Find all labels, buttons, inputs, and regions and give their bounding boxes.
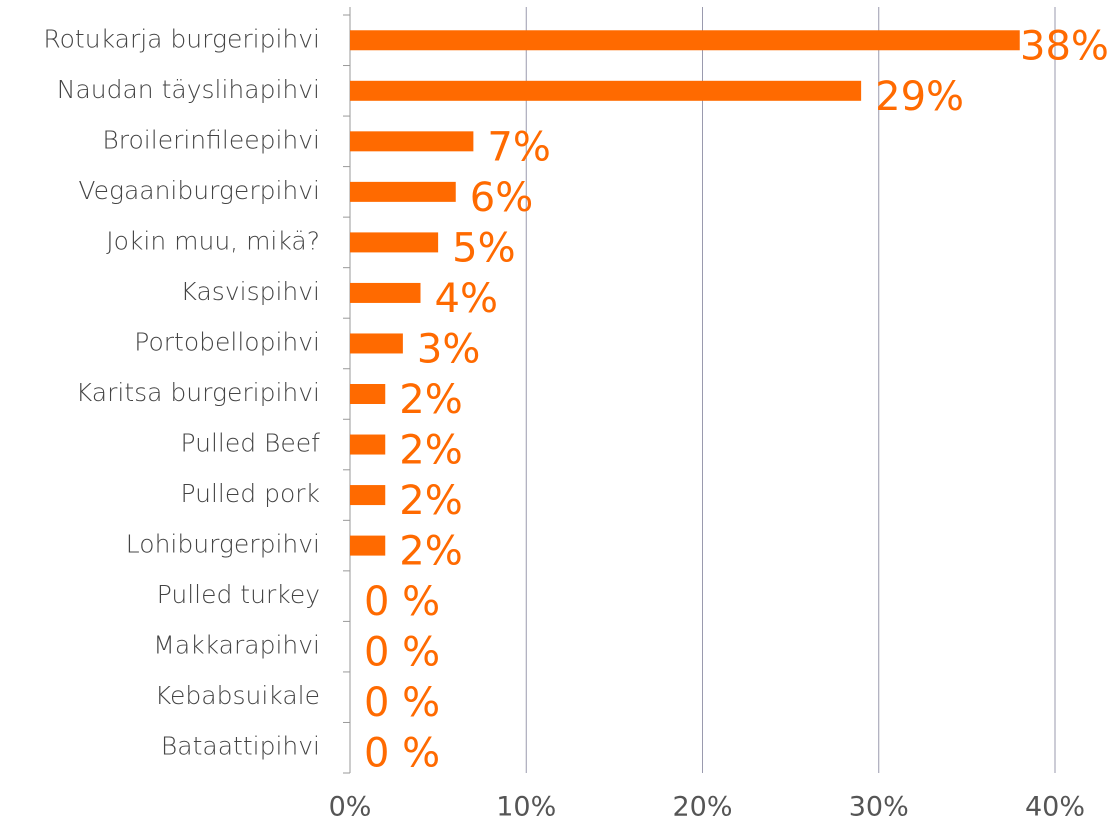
value-label: 0 % bbox=[364, 579, 440, 625]
value-label: 6% bbox=[470, 175, 533, 221]
bar bbox=[350, 232, 439, 253]
value-label: 0 % bbox=[364, 680, 440, 726]
value-label: 3% bbox=[417, 326, 480, 372]
value-label: 0 % bbox=[364, 630, 440, 676]
category-label: Kasvispihvi bbox=[181, 277, 320, 306]
value-label: 2% bbox=[399, 529, 462, 575]
value-label: 29% bbox=[875, 74, 964, 120]
category-label: Bataattipihvi bbox=[161, 732, 320, 761]
category-label: Makkarapihvi bbox=[153, 631, 320, 660]
category-label: Jokin muu, mikä? bbox=[106, 226, 320, 255]
bar bbox=[350, 181, 456, 202]
value-label: 2% bbox=[399, 478, 462, 524]
value-label: 5% bbox=[452, 225, 515, 271]
bar bbox=[350, 80, 862, 101]
bar bbox=[350, 485, 386, 506]
value-label: 4% bbox=[435, 276, 498, 322]
value-label: 38% bbox=[1020, 23, 1109, 69]
category-label: Pulled Beef bbox=[180, 429, 320, 458]
bar bbox=[350, 131, 474, 152]
category-label: Naudan täyslihapihvi bbox=[57, 75, 320, 104]
value-label: 2% bbox=[399, 377, 462, 423]
category-label: Broilerinfileepihvi bbox=[102, 125, 320, 154]
x-tick-label: 10% bbox=[496, 792, 556, 823]
bar bbox=[350, 282, 421, 303]
bar bbox=[350, 535, 386, 556]
category-label: Kebabsuikale bbox=[155, 681, 320, 710]
value-label: 7% bbox=[487, 124, 550, 170]
x-tick-label: 30% bbox=[849, 792, 909, 823]
category-label: Rotukarja burgeripihvi bbox=[43, 24, 320, 53]
category-label: Karitsa burgeripihvi bbox=[76, 378, 320, 407]
bar bbox=[350, 30, 1020, 51]
bar bbox=[350, 434, 386, 455]
category-label: Lohiburgerpihvi bbox=[126, 530, 320, 559]
value-label: 2% bbox=[399, 428, 462, 474]
category-label: Vegaaniburgerpihvi bbox=[78, 176, 320, 205]
category-label: Pulled pork bbox=[181, 479, 321, 508]
x-tick-label: 0% bbox=[329, 792, 372, 823]
category-label: Pulled turkey bbox=[157, 580, 320, 609]
x-tick-label: 40% bbox=[1025, 792, 1085, 823]
bar bbox=[350, 333, 403, 354]
bar bbox=[350, 384, 386, 404]
value-label: 0 % bbox=[364, 731, 440, 777]
x-tick-label: 20% bbox=[672, 792, 732, 823]
category-label: Portobellopihvi bbox=[134, 327, 320, 356]
